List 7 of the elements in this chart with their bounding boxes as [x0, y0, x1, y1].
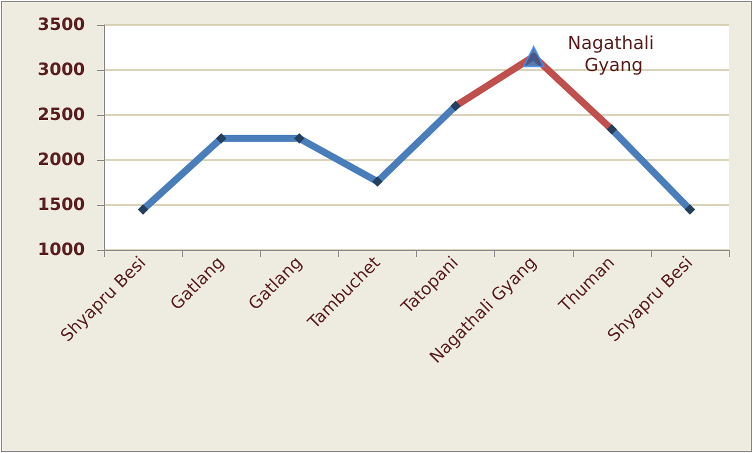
y-tick-label: 3000 [38, 60, 86, 80]
y-tick-label: 2000 [38, 150, 86, 170]
annotation: Nagathali Gyang [568, 33, 660, 76]
y-tick-label: 1500 [38, 195, 86, 215]
y-tick-label: 3500 [38, 15, 86, 35]
y-tick-label: 1000 [38, 240, 86, 260]
y-tick-label: 2500 [38, 105, 86, 125]
